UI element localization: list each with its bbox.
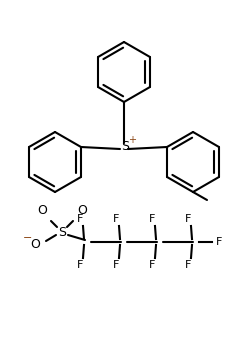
Text: O: O [30, 239, 40, 251]
Text: F: F [113, 260, 119, 270]
Text: F: F [113, 214, 119, 224]
Text: S: S [58, 225, 66, 239]
Text: F: F [149, 214, 155, 224]
Text: F: F [77, 260, 83, 270]
Text: F: F [149, 260, 155, 270]
Text: S: S [121, 140, 129, 153]
Text: O: O [37, 205, 47, 217]
Text: O: O [77, 205, 87, 217]
Text: +: + [128, 135, 136, 145]
Text: F: F [185, 260, 191, 270]
Text: F: F [185, 214, 191, 224]
Text: F: F [77, 214, 83, 224]
Text: F: F [216, 237, 222, 247]
Text: −: − [23, 233, 33, 243]
